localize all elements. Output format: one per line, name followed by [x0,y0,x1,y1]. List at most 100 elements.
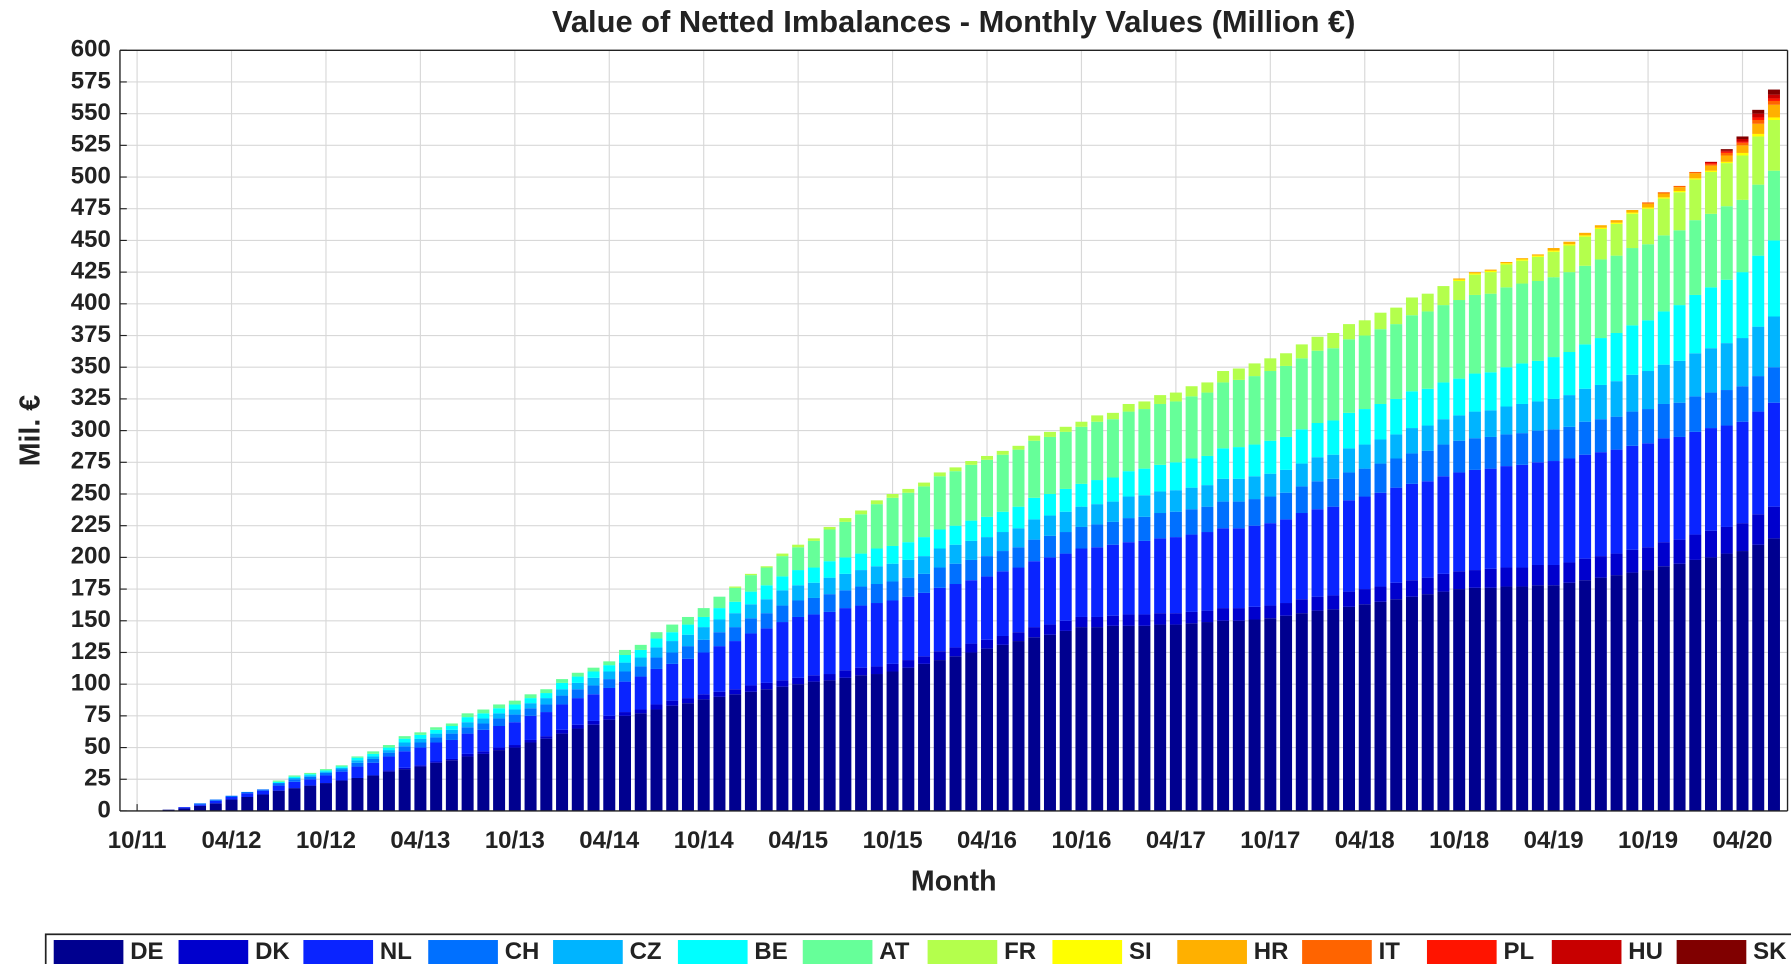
bar-segment [634,676,647,710]
bar-segment [1736,523,1749,552]
bar-segment [1705,161,1718,164]
bar-segment [1563,395,1576,427]
x-tick-label: 10/17 [1240,827,1300,854]
bar-segment [1201,382,1214,393]
bar-segment [1453,472,1466,572]
bar-segment [996,511,1009,533]
bar-segment [744,633,757,686]
bar-segment [1154,624,1167,811]
bar-segment [807,675,820,682]
bar-segment [902,488,915,493]
bar-segment [540,698,553,705]
bar-segment [1626,549,1639,573]
bar-segment [367,756,380,759]
bar-segment [1657,193,1670,198]
legend-swatch [677,940,748,964]
bar-segment [823,674,836,681]
bar-segment [1516,258,1529,260]
bar-segment [1437,476,1450,574]
bar-segment [1736,142,1749,146]
bar-segment [933,587,946,652]
bar-segment [1217,620,1230,811]
bar-segment [996,551,1009,572]
bar-segment [398,751,411,768]
bar-segment [1610,332,1623,382]
bar-segment [461,753,474,757]
bar-segment [1468,469,1481,571]
bar-segment [1043,624,1056,635]
bar-segment [1610,220,1623,223]
bar-segment [1295,463,1308,487]
bar-segment [1547,250,1560,252]
bar-segment [540,738,553,811]
bar-segment [1689,173,1702,179]
bar-segment [304,775,317,777]
bar-segment [1500,264,1513,288]
bar-segment [1138,409,1151,469]
y-tick-label: 425 [71,257,111,284]
bar-segment [1043,515,1056,536]
bar-segment [870,500,883,505]
bar-segment [949,544,962,564]
bar-segment [1075,426,1088,484]
bar-segment [445,733,458,740]
bar-segment [713,608,726,620]
bar-segment [1689,534,1702,560]
bar-segment [855,514,868,554]
bar-segment [933,548,946,568]
bar-segment [1122,542,1135,615]
bar-segment [886,671,899,811]
bar-segment [981,639,994,649]
bar-segment [839,677,852,811]
bar-segment [335,769,348,772]
bar-segment [1311,481,1324,510]
bar-segment [1516,586,1529,811]
bar-segment [319,769,332,771]
bar-segment [335,766,348,768]
bar-segment [1673,185,1686,188]
bar-segment [619,662,632,672]
bar-segment [1484,468,1497,569]
y-tick-label: 150 [71,606,111,633]
bar-segment [792,570,805,586]
bar-segment [1154,403,1167,465]
bar-segment [1028,539,1041,562]
bar-segment [1201,506,1214,533]
bar-segment [1563,458,1576,563]
bar-segment [713,696,726,811]
y-tick-label: 50 [84,733,111,760]
bar-segment [587,724,600,811]
bar-segment [1311,509,1324,597]
bar-segment [650,668,663,705]
bar-segment [1767,402,1780,507]
bar-segment [1374,403,1387,440]
bar-segment [619,655,632,663]
bar-segment [1043,557,1056,625]
bar-segment [1106,521,1119,545]
chart-title: Value of Netted Imbalances - Monthly Val… [552,4,1355,39]
y-tick-label: 500 [71,162,111,189]
bar-segment [1767,367,1780,403]
bar-segment [713,632,726,647]
bar-segment [398,767,411,770]
bar-segment [556,689,569,696]
legend-label: DE [130,938,163,964]
bar-segment [744,618,757,634]
bar-segment [1421,293,1434,312]
bar-segment [508,704,521,710]
bar-segment [1642,443,1655,548]
bar-segment [508,700,521,705]
bar-segment [1468,438,1481,470]
bar-segment [367,751,380,754]
bar-segment [760,567,773,586]
bar-segment [351,766,364,778]
bar-segment [1720,206,1733,280]
bar-segment [524,703,537,709]
bar-segment [288,779,301,782]
bar-segment [1736,152,1749,156]
bar-segment [886,545,899,564]
bar-segment [493,750,506,811]
y-tick-label: 525 [71,131,111,158]
bar-segment [1138,540,1151,615]
bar-segment [729,613,742,628]
